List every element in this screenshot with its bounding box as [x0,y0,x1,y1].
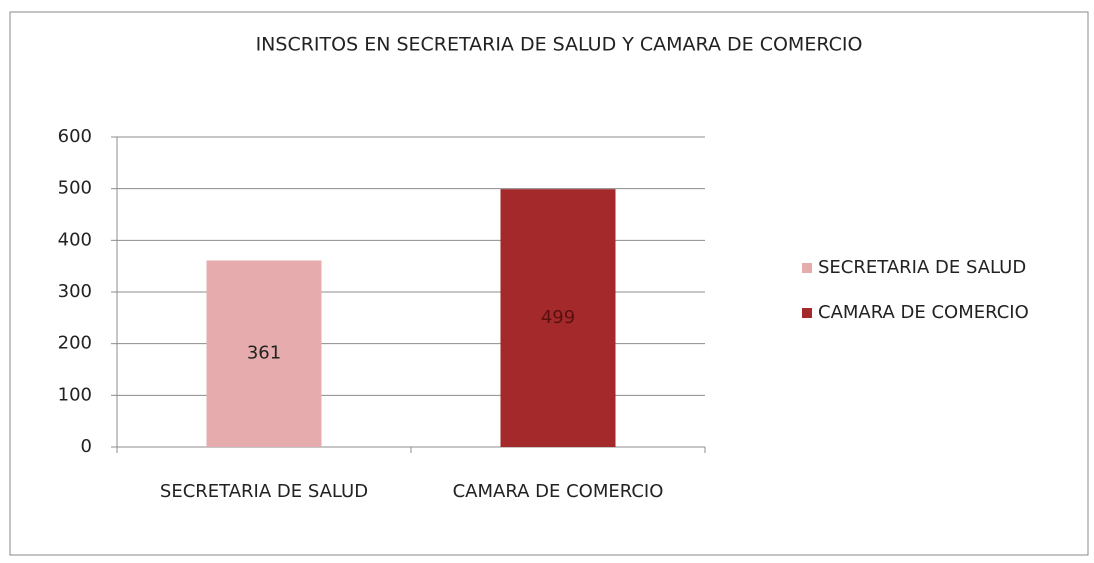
legend-swatch [802,308,812,318]
legend-label: SECRETARIA DE SALUD [818,257,1026,278]
y-tick-label: 100 [58,384,92,405]
x-tick-label: CAMARA DE COMERCIO [453,481,664,502]
legend-swatch [802,263,812,273]
x-tick-label: SECRETARIA DE SALUD [160,481,368,502]
data-label: 499 [541,307,575,328]
data-label: 361 [247,343,281,364]
y-tick-label: 600 [58,126,92,147]
y-tick-label: 200 [58,333,92,354]
chart-title: INSCRITOS EN SECRETARIA DE SALUD Y CAMAR… [256,34,863,56]
legend-label: CAMARA DE COMERCIO [818,302,1029,323]
y-tick-label: 0 [81,436,92,457]
bar [500,189,616,447]
y-tick-label: 300 [58,281,92,302]
y-tick-label: 500 [58,178,92,199]
y-tick-label: 400 [58,229,92,250]
bar [206,260,322,447]
